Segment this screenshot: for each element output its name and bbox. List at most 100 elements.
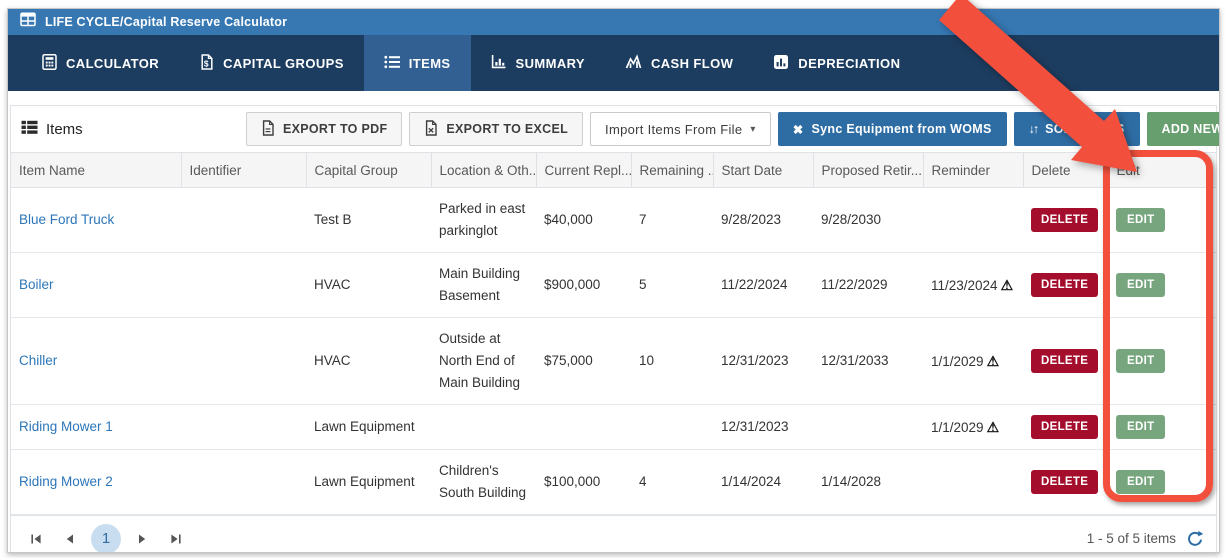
cell-remaining: 10 xyxy=(631,318,713,405)
previous-page-button[interactable] xyxy=(57,526,83,552)
table-row: Riding Mower 2 Lawn Equipment Children's… xyxy=(11,450,1216,515)
dollar-file-icon: $ xyxy=(199,54,214,73)
sync-equipment-button[interactable]: ✖ Sync Equipment from WOMS xyxy=(778,112,1007,146)
item-link[interactable]: Boiler xyxy=(19,277,54,292)
cell-capital-group: Test B xyxy=(306,188,431,253)
cell-remaining: 7 xyxy=(631,188,713,253)
import-items-dropdown[interactable]: Import Items From File ▾ xyxy=(590,112,771,146)
col-header-identifier[interactable]: Identifier xyxy=(181,153,306,188)
items-grid: Items EXPORT TO PDF xyxy=(10,105,1217,553)
cell-remaining: 4 xyxy=(631,450,713,515)
cell-proposed-retire: 9/28/2030 xyxy=(813,188,923,253)
cell-location xyxy=(431,405,536,450)
delete-button[interactable]: DELETE xyxy=(1031,415,1098,439)
cell-identifier xyxy=(181,450,306,515)
export-excel-button[interactable]: EXPORT TO EXCEL xyxy=(409,112,583,146)
add-new-item-button[interactable]: ADD NEW ITEM xyxy=(1147,112,1220,146)
last-page-button[interactable] xyxy=(163,526,189,552)
delete-button[interactable]: DELETE xyxy=(1031,349,1098,373)
first-page-button[interactable] xyxy=(23,526,49,552)
import-items-label: Import Items From File xyxy=(605,122,742,137)
item-link[interactable]: Riding Mower 2 xyxy=(19,474,113,489)
col-header-reminder[interactable]: Reminder xyxy=(923,153,1023,188)
col-header-proposed-retire[interactable]: Proposed Retir... xyxy=(813,153,923,188)
items-table: Item Name Identifier Capital Group Locat… xyxy=(11,152,1216,515)
col-header-remaining[interactable]: Remaining ... xyxy=(631,153,713,188)
cell-remaining: 5 xyxy=(631,253,713,318)
tab-calculator[interactable]: CALCULATOR xyxy=(22,35,179,91)
tab-cash-flow[interactable]: CASH FLOW xyxy=(605,35,753,91)
col-header-edit[interactable]: Edit xyxy=(1108,153,1216,188)
table-header-row: Item Name Identifier Capital Group Locat… xyxy=(11,153,1216,188)
item-link[interactable]: Blue Ford Truck xyxy=(19,212,114,227)
col-header-current-repl[interactable]: Current Repl... xyxy=(536,153,631,188)
cell-capital-group: HVAC xyxy=(306,318,431,405)
cell-proposed-retire xyxy=(813,405,923,450)
cell-location: Main Building Basement xyxy=(431,253,536,318)
tab-label: CAPITAL GROUPS xyxy=(223,56,344,71)
tab-summary[interactable]: SUMMARY xyxy=(471,35,605,91)
tab-label: CASH FLOW xyxy=(651,56,733,71)
cell-location: Outside at North End of Main Building xyxy=(431,318,536,405)
cell-start-date: 1/14/2024 xyxy=(713,450,813,515)
items-count-text: 1 - 5 of 5 items xyxy=(1087,531,1176,546)
cell-proposed-retire: 11/22/2029 xyxy=(813,253,923,318)
cell-location: Children's South Building xyxy=(431,450,536,515)
grid-toolbar: Items EXPORT TO PDF xyxy=(11,106,1216,152)
item-link[interactable]: Riding Mower 1 xyxy=(19,419,113,434)
delete-button[interactable]: DELETE xyxy=(1031,470,1098,494)
sort-items-button[interactable]: ↓↑ SORT ITEMS xyxy=(1014,112,1140,146)
col-header-capital-group[interactable]: Capital Group xyxy=(306,153,431,188)
refresh-icon[interactable] xyxy=(1186,530,1204,548)
table-widget-icon xyxy=(20,12,36,32)
table-row: Blue Ford Truck Test B Parked in east pa… xyxy=(11,188,1216,253)
export-pdf-label: EXPORT TO PDF xyxy=(283,122,387,136)
svg-text:$: $ xyxy=(204,58,209,68)
edit-button[interactable]: EDIT xyxy=(1116,415,1165,439)
edit-button[interactable]: EDIT xyxy=(1116,470,1165,494)
chevron-down-icon: ▾ xyxy=(750,124,755,135)
table-row: Riding Mower 1 Lawn Equipment 12/31/2023… xyxy=(11,405,1216,450)
bar-chart-icon xyxy=(491,54,507,72)
cell-current-repl xyxy=(536,405,631,450)
cell-reminder: 11/23/2024⚠ xyxy=(923,253,1023,318)
chart-box-icon xyxy=(773,54,789,73)
warning-icon: ⚠ xyxy=(987,419,1000,435)
edit-button[interactable]: EDIT xyxy=(1116,273,1165,297)
page-number[interactable]: 1 xyxy=(91,524,121,554)
cell-reminder: 1/1/2029⚠ xyxy=(923,318,1023,405)
cell-start-date: 12/31/2023 xyxy=(713,405,813,450)
calculator-icon xyxy=(42,54,57,73)
sort-items-label: SORT ITEMS xyxy=(1045,122,1124,136)
cell-capital-group: HVAC xyxy=(306,253,431,318)
tab-label: ITEMS xyxy=(409,56,451,71)
tools-icon: ✖ xyxy=(793,122,804,137)
delete-button[interactable]: DELETE xyxy=(1031,208,1098,232)
edit-button[interactable]: EDIT xyxy=(1116,349,1165,373)
col-header-item-name[interactable]: Item Name xyxy=(11,153,181,188)
panel-title-text: Items xyxy=(46,121,83,138)
item-link[interactable]: Chiller xyxy=(19,353,57,368)
title-bar: LIFE CYCLE/Capital Reserve Calculator xyxy=(8,9,1219,35)
next-page-button[interactable] xyxy=(129,526,155,552)
app-screenshot: LIFE CYCLE/Capital Reserve Calculator CA… xyxy=(0,0,1228,558)
tab-items[interactable]: ITEMS xyxy=(364,35,471,91)
sort-arrows-icon: ↓↑ xyxy=(1029,122,1038,136)
tab-capital-groups[interactable]: $ CAPITAL GROUPS xyxy=(179,35,364,91)
col-header-location[interactable]: Location & Oth... xyxy=(431,153,536,188)
tab-label: CALCULATOR xyxy=(66,56,159,71)
col-header-start-date[interactable]: Start Date xyxy=(713,153,813,188)
export-pdf-button[interactable]: EXPORT TO PDF xyxy=(246,112,402,146)
col-header-delete[interactable]: Delete xyxy=(1023,153,1108,188)
app-window: LIFE CYCLE/Capital Reserve Calculator CA… xyxy=(7,8,1220,553)
cell-capital-group: Lawn Equipment xyxy=(306,405,431,450)
cell-identifier xyxy=(181,253,306,318)
trend-chart-icon xyxy=(625,54,642,73)
list-icon xyxy=(384,55,400,72)
edit-button[interactable]: EDIT xyxy=(1116,208,1165,232)
panel-title: Items xyxy=(21,120,239,139)
cell-identifier xyxy=(181,188,306,253)
delete-button[interactable]: DELETE xyxy=(1031,273,1098,297)
tab-depreciation[interactable]: DEPRECIATION xyxy=(753,35,920,91)
cell-identifier xyxy=(181,318,306,405)
